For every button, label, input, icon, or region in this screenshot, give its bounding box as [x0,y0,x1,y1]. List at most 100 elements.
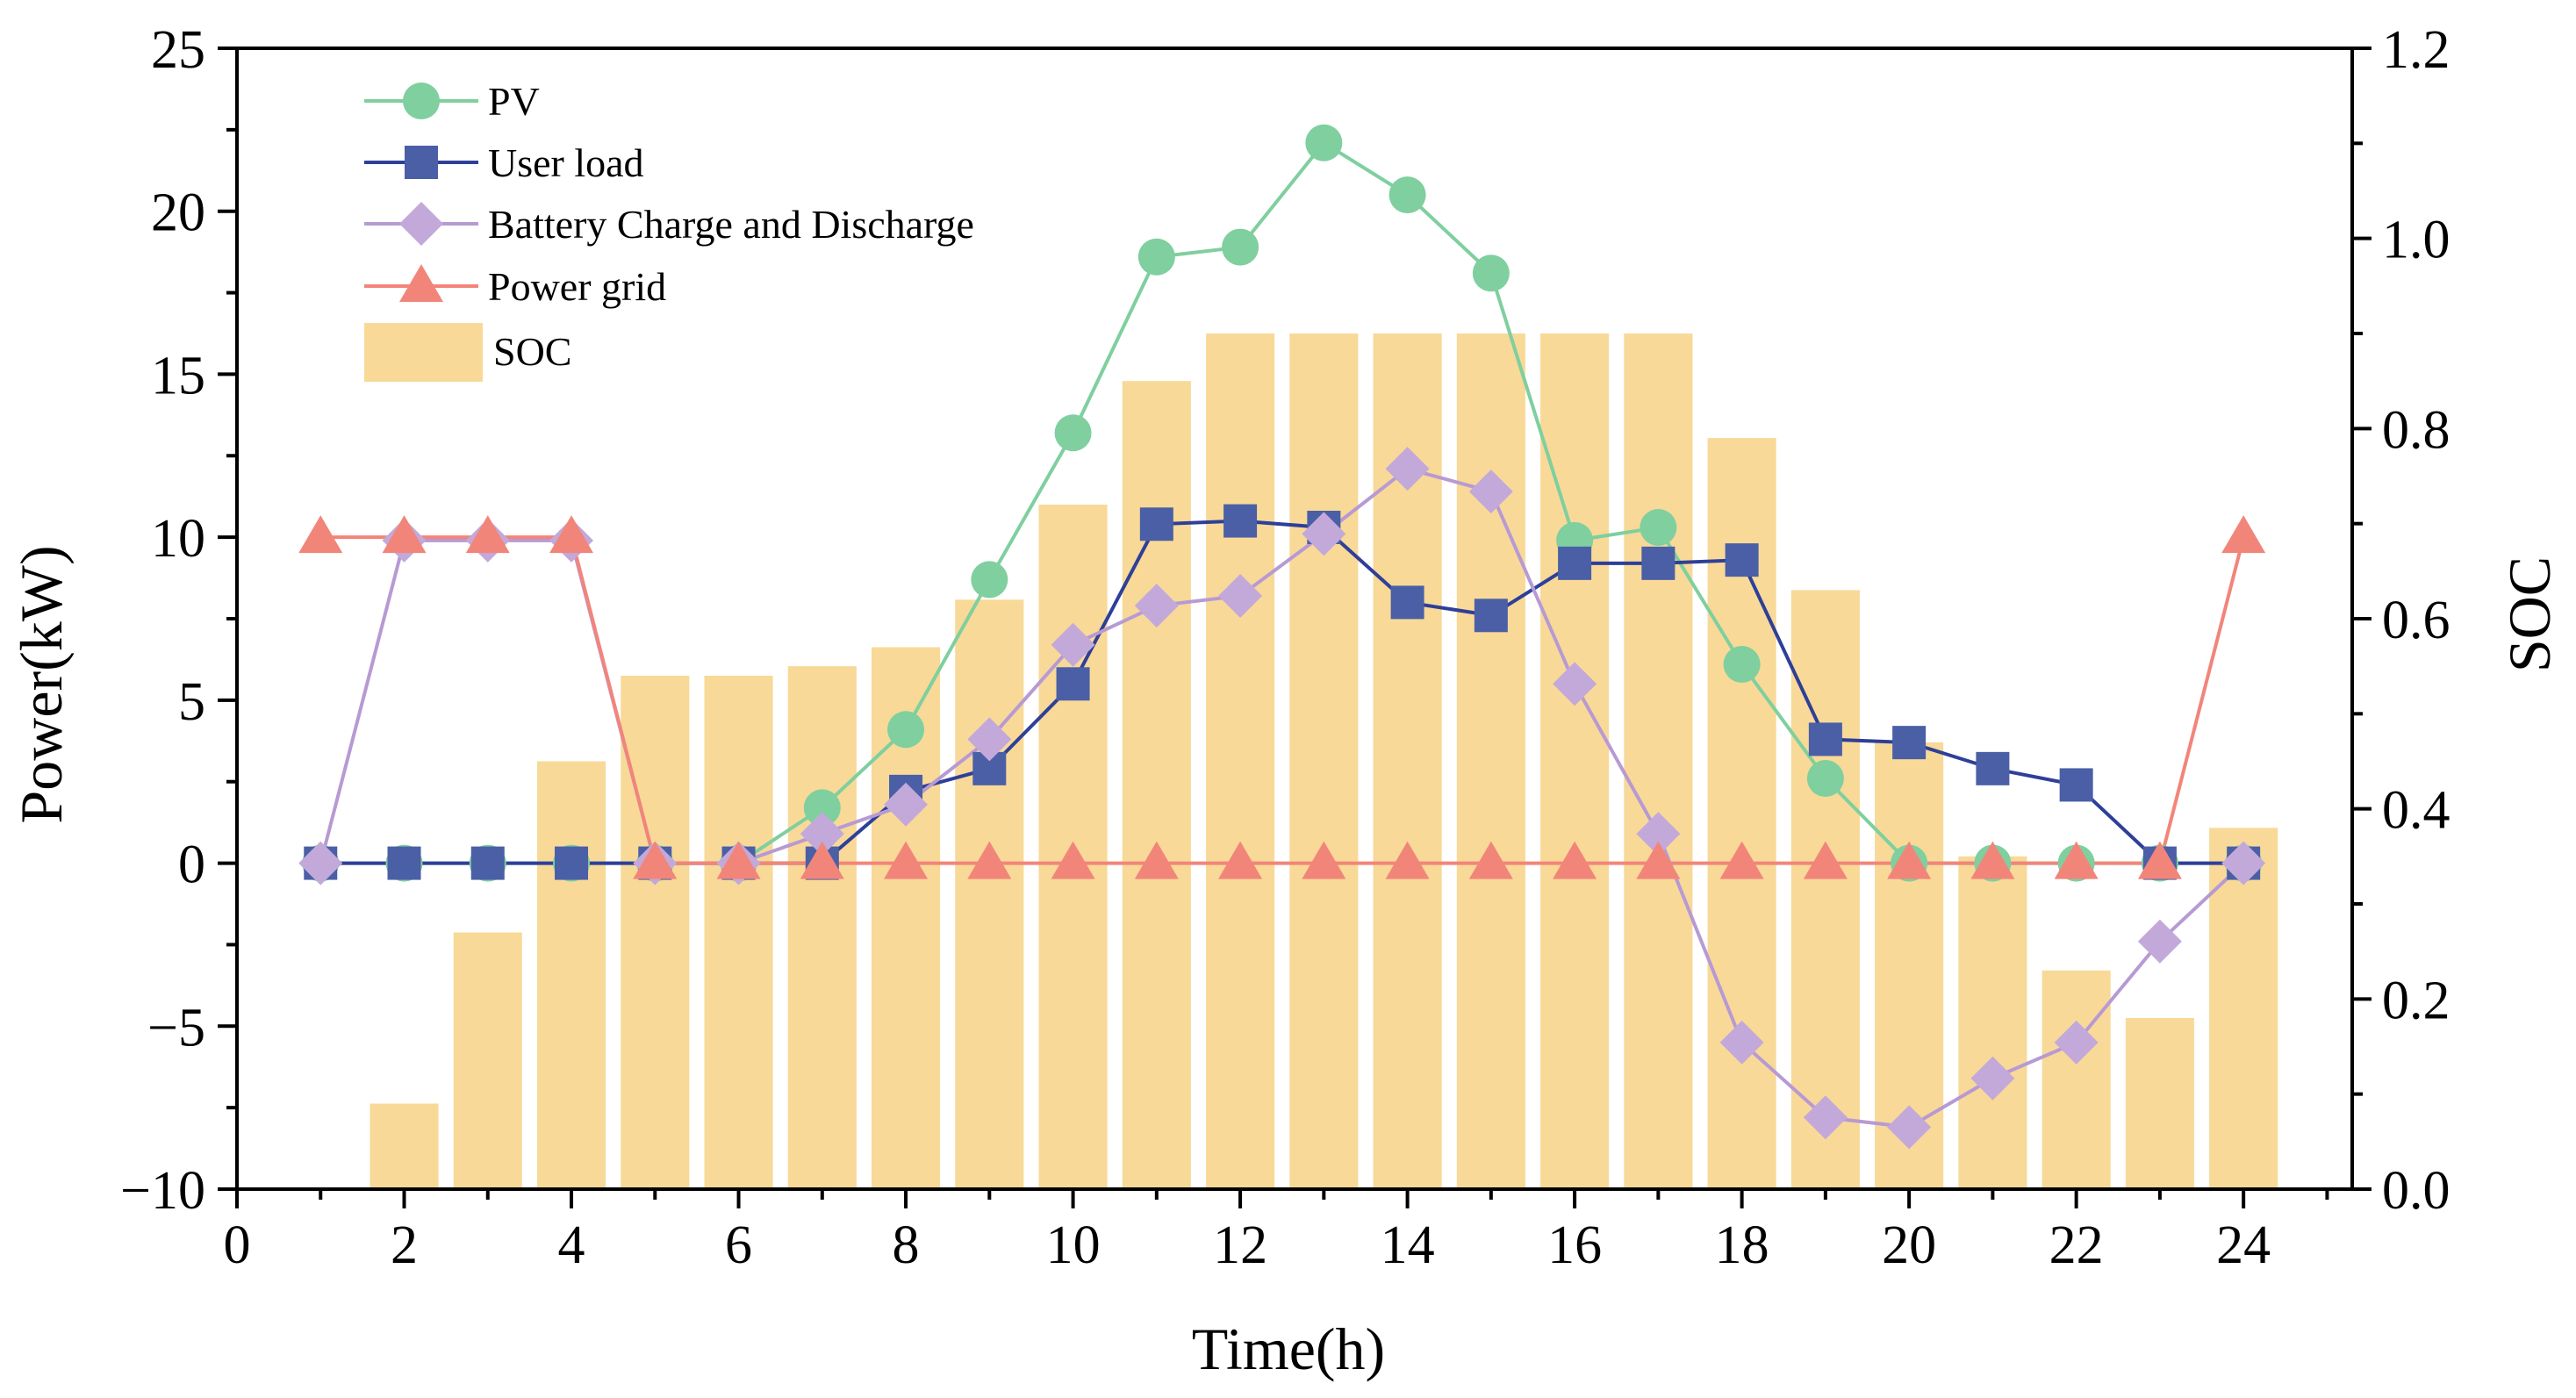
data-point [2059,768,2093,802]
y-tick-label: 10 [151,509,205,569]
x-tick-label: 6 [725,1215,752,1275]
x-tick-label: 2 [391,1215,418,1275]
data-point [1222,228,1259,266]
x-tick-label: 24 [2216,1215,2271,1275]
data-point [1553,841,1597,879]
data-point [387,846,421,880]
y2-axis-title: SOC [2496,556,2563,672]
soc-bar [1624,333,1693,1189]
legend: PV User load Battery Charge and Discharge P… [364,79,974,382]
x-tick-label: 14 [1381,1215,1435,1275]
y2-tick-label: 0.8 [2382,400,2450,460]
legend-label: SOC [493,329,571,374]
y2-tick-label: 0.2 [2382,971,2450,1030]
data-point [465,515,510,554]
data-point [800,812,844,857]
data-point [884,782,929,827]
legend-marker [399,202,443,246]
data-point [1725,543,1759,577]
data-point [382,515,427,554]
data-point [1553,662,1597,706]
data-point [1302,841,1346,879]
data-point [1302,512,1346,556]
x-tick-label: 12 [1213,1215,1267,1275]
legend-label: Power grid [488,264,666,309]
data-point [1388,176,1426,214]
data-point [1218,841,1263,879]
soc-bar [2125,1018,2194,1189]
x-tick-label: 16 [1547,1215,1602,1275]
data-point [1390,585,1424,620]
data-point [1051,622,1095,667]
soc-bar [2041,970,2111,1189]
data-point [1137,238,1175,276]
x-axis-title: Time(h) [1192,1316,1385,1382]
data-point [967,841,1012,879]
data-point [967,717,1012,762]
data-point [884,841,929,879]
data-point [1051,841,1095,879]
x-tick-label: 22 [2049,1215,2104,1275]
data-point [716,841,761,879]
data-point [2221,515,2266,554]
data-point [1803,1095,1848,1140]
data-point [1806,760,1844,797]
data-point [470,846,505,880]
legend-marker [403,82,440,119]
data-point [1468,470,1513,514]
axes [218,47,2371,1208]
legend-label: PV [488,79,540,124]
soc-bar [704,676,773,1189]
legend-marker [399,264,443,302]
soc-bar [621,676,690,1189]
soc-bar [955,599,1024,1189]
data-point [1636,841,1681,879]
soc-bar [370,1103,439,1189]
data-point [1468,841,1513,879]
series-markers [298,124,2266,1150]
soc-bar [1206,333,1275,1189]
x-tick-label: 4 [558,1215,585,1275]
data-point [2137,841,2182,879]
soc-bars [370,333,2278,1190]
data-point [1976,751,2010,785]
soc-bar [787,666,857,1189]
y2-tick-label: 0.0 [2382,1161,2450,1221]
data-point [2054,841,2099,879]
data-point [1640,509,1677,546]
data-point [2221,841,2266,885]
y2-tick-label: 0.6 [2382,591,2450,650]
series-line [319,466,2245,1129]
y-tick-label: −10 [120,1161,205,1221]
data-point [800,841,844,879]
legend-swatch [364,323,483,382]
data-point [887,711,925,749]
legend-marker [405,146,438,179]
soc-bar [1958,856,2027,1189]
data-point [1054,414,1092,452]
data-point [1218,574,1263,618]
data-point [633,841,678,879]
x-tick-label: 0 [224,1215,251,1275]
data-point [1719,841,1764,879]
x-tick-label: 20 [1882,1215,1936,1275]
y-tick-label: 0 [178,835,205,895]
data-point [1472,255,1510,292]
series-line [320,535,2246,865]
data-point [2137,919,2182,964]
y-axis-title: Power(kW) [8,545,75,823]
data-point [298,841,343,885]
soc-bar [2209,828,2278,1189]
y-tick-label: −5 [147,998,205,1057]
y-tick-label: 25 [151,20,205,80]
data-point [1385,447,1430,491]
y-tick-label: 5 [178,672,205,732]
y2-tick-label: 1.0 [2382,211,2450,270]
data-point [1641,546,1675,580]
data-point [803,789,841,827]
data-point [2054,1020,2099,1065]
data-point [1970,841,2015,879]
y2-tick-label: 1.2 [2382,20,2450,80]
tick-labels: 0 2 4 6 8 10 12 14 16 18 20 22 24−10−505101520250.00… [120,20,2450,1275]
data-point [1558,546,1592,580]
